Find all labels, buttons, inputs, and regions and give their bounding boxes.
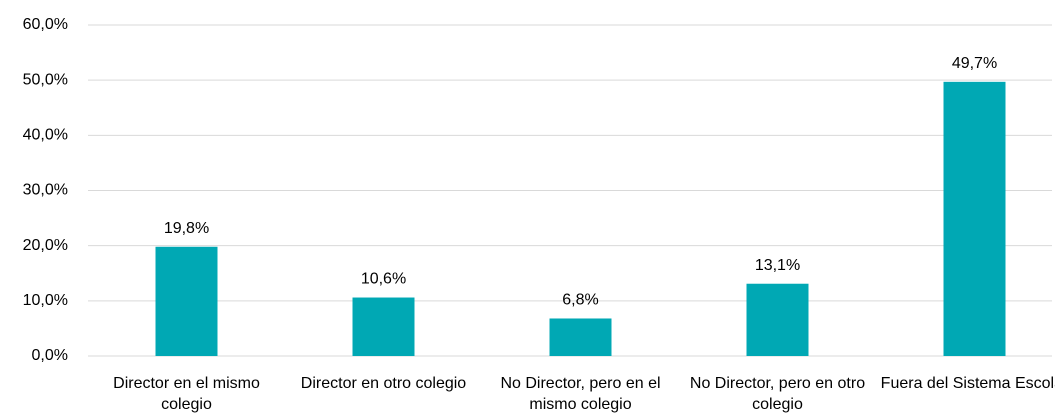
data-label: 6,8% xyxy=(562,292,598,309)
data-label: 13,1% xyxy=(755,257,800,274)
x-tick-label: Fuera del Sistema Escolar xyxy=(880,375,1055,392)
y-tick-label: 10,0% xyxy=(23,292,68,309)
y-tick-label: 50,0% xyxy=(23,71,68,88)
bar xyxy=(549,318,612,356)
x-tick-label: Director en el mismo colegio xyxy=(113,375,260,413)
bar xyxy=(943,81,1006,357)
y-tick-label: 60,0% xyxy=(23,16,68,33)
x-tick-label: Director en otro colegio xyxy=(300,375,467,392)
y-tick-label: 40,0% xyxy=(23,127,68,144)
y-tick-label: 20,0% xyxy=(23,237,68,254)
x-tick-label: No Director, pero en otro colegio xyxy=(689,375,866,413)
data-label: 10,6% xyxy=(361,271,406,288)
data-label: 49,7% xyxy=(952,55,997,72)
x-tick-label: No Director, pero en el mismo colegio xyxy=(500,375,661,413)
y-tick-label: 30,0% xyxy=(23,182,68,199)
bar xyxy=(746,283,809,356)
data-label: 19,8% xyxy=(164,220,209,237)
y-tick-label: 0,0% xyxy=(32,347,68,364)
bar xyxy=(155,246,218,356)
bar xyxy=(352,297,415,356)
